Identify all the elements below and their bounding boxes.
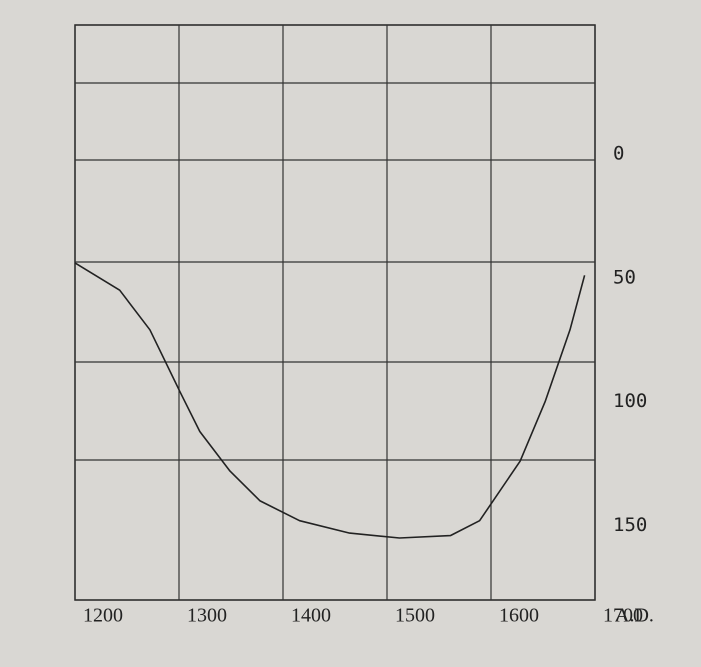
- y-tick-label: 0: [613, 142, 624, 164]
- x-tick-label: 1200: [83, 605, 123, 627]
- x-tick-label: 1300: [187, 605, 227, 627]
- data-line: [74, 262, 586, 539]
- x-axis-label: A.D.: [615, 605, 654, 627]
- y-tick-label: 150: [613, 514, 647, 536]
- x-tick-label: 1700: [603, 605, 643, 627]
- x-tick-label: 1400: [291, 605, 331, 627]
- x-tick-label: 1600: [499, 605, 539, 627]
- y-tick-label: 100: [613, 390, 647, 412]
- horizontal-rules: [75, 82, 595, 461]
- x-tick-label: 1500: [395, 605, 435, 627]
- y-tick-label: 50: [613, 266, 636, 288]
